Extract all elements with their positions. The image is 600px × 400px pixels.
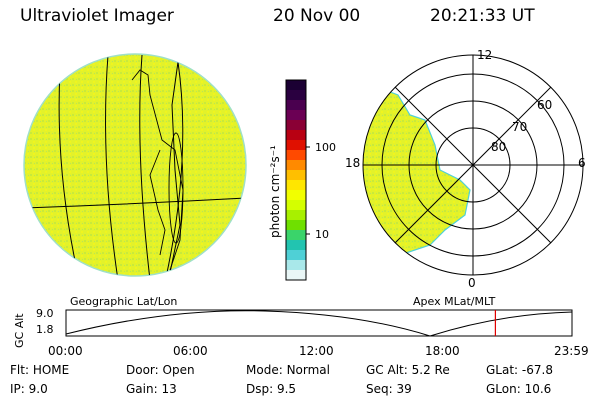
polar-plot — [362, 54, 584, 276]
geographic-globe — [23, 53, 247, 277]
colorbar-segment — [286, 160, 306, 171]
geographic-caption: Geographic Lat/Lon — [70, 295, 178, 308]
mlt-label-6: 6 — [578, 156, 586, 170]
mlt-label-12: 12 — [477, 48, 493, 62]
status-ip: IP: 9.0 — [10, 382, 48, 396]
colorbar-segment — [286, 150, 306, 161]
colorbar-segment — [286, 80, 306, 91]
lat-label-70: 70 — [512, 120, 528, 134]
timeline-x-label-2: 12:00 — [299, 344, 334, 358]
status-seq: Seq: 39 — [366, 382, 412, 396]
colorbar-segment — [286, 110, 306, 121]
lat-label-80: 80 — [491, 140, 507, 154]
colorbar-segment — [286, 200, 306, 211]
status-door: Door: Open — [126, 363, 195, 377]
colorbar-segment — [286, 170, 306, 181]
timeline-axis-label: GC Alt — [13, 313, 26, 348]
timeline-x-label-3: 18:00 — [425, 344, 460, 358]
colorbar-segment — [286, 130, 306, 141]
mlt-label-0: 0 — [468, 276, 476, 290]
status-mode: Mode: Normal — [246, 363, 330, 377]
colorbar-segment — [286, 190, 306, 201]
status-glon: GLon: 10.6 — [486, 382, 552, 396]
status-flt: Flt: HOME — [10, 363, 70, 377]
colorbar-unit-label: photon cm⁻²s⁻¹ — [268, 145, 282, 238]
colorbar-segment — [286, 180, 306, 191]
timeline-x-label-0: 00:00 — [48, 344, 83, 358]
status-glat: GLat: -67.8 — [486, 363, 553, 377]
status-gain: Gain: 13 — [126, 382, 177, 396]
colorbar-segment — [286, 250, 306, 261]
time-label: 20:21:33 UT — [430, 6, 535, 26]
colorbar-segment — [286, 260, 306, 271]
colorbar-segment — [286, 210, 306, 221]
timeline-y-label-min: 1.8 — [36, 323, 54, 336]
colorbar-segment — [286, 90, 306, 101]
colorbar-border — [285, 79, 307, 281]
colorbar-segment — [286, 240, 306, 251]
colorbar-segment — [286, 120, 306, 131]
mlt-label-18: 18 — [345, 156, 361, 170]
timeline-x-label-1: 06:00 — [173, 344, 208, 358]
app-title: Ultraviolet Imager — [20, 6, 174, 26]
colorbar-segment — [286, 220, 306, 231]
timeline-x-label-4: 23:59 — [554, 344, 589, 358]
status-dsp: Dsp: 9.5 — [246, 382, 297, 396]
colorbar-segment — [286, 100, 306, 111]
timeline-y-label-max: 9.0 — [36, 307, 54, 320]
date-label: 20 Nov 00 — [273, 6, 361, 26]
colorbar-tick-100: 100 — [315, 141, 336, 154]
status-gc-alt: GC Alt: 5.2 Re — [366, 363, 450, 377]
polar-caption: Apex MLat/MLT — [413, 295, 496, 308]
colorbar-segment — [286, 230, 306, 241]
colorbar-tick-10: 10 — [315, 228, 329, 241]
colorbar-segment — [286, 270, 306, 281]
altitude-timeline — [65, 309, 573, 337]
colorbar-segment — [286, 140, 306, 151]
lat-label-60: 60 — [537, 98, 553, 112]
colorbar — [285, 79, 310, 281]
